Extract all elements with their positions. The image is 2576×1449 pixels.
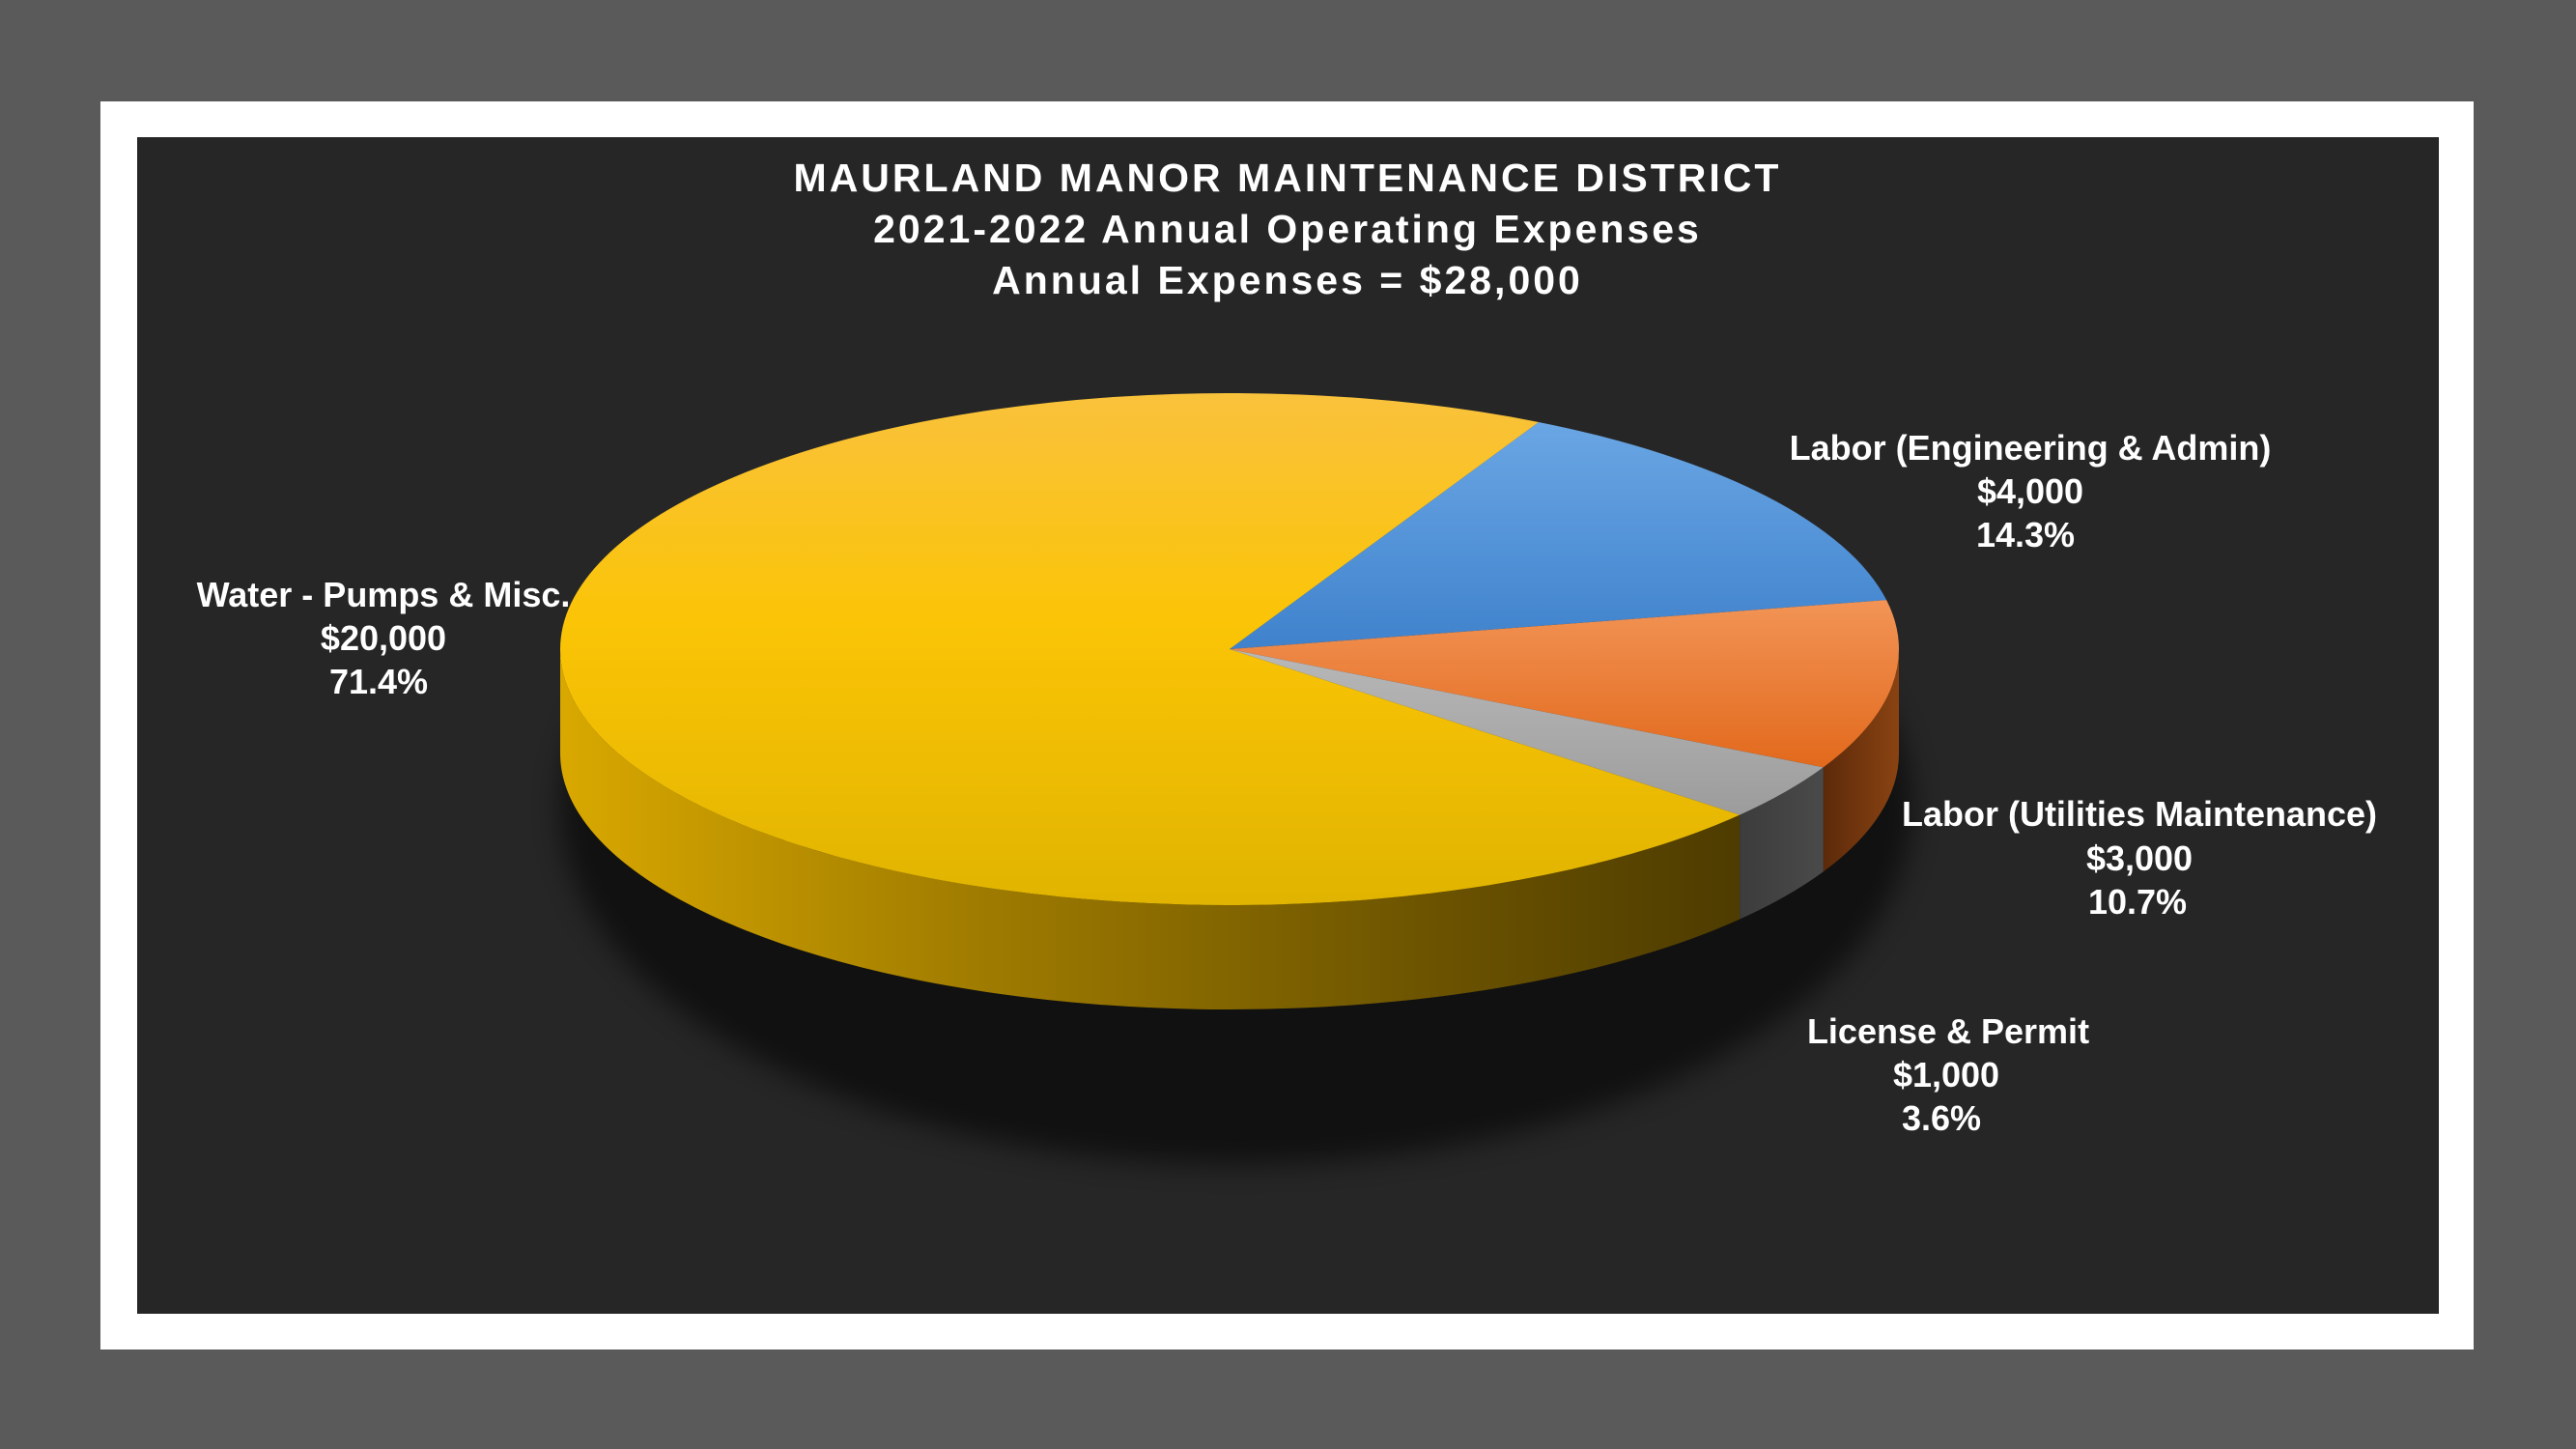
pie-tops [560, 392, 1900, 905]
pie-slice-labor-engineering [1230, 421, 1887, 649]
chart-title-line-1: MAURLAND MANOR MAINTENANCE DISTRICT [794, 156, 1782, 200]
pie-slice-water-pumps [560, 392, 1741, 905]
pie-side-labor-utilities [1823, 649, 1899, 872]
chart-title: MAURLAND MANOR MAINTENANCE DISTRICT 2021… [794, 156, 1782, 302]
slice-percent: 71.4% [329, 662, 428, 701]
data-label-labor-engineering: Labor (Engineering & Admin) $4,000 14.3% [1790, 428, 2272, 554]
slice-value: $20,000 [321, 618, 446, 658]
pie-side-license-permit [1740, 767, 1824, 920]
chart-title-line-2: 2021-2022 Annual Operating Expenses [873, 207, 1702, 251]
slice-label: License & Permit [1807, 1011, 2089, 1051]
pie-slice-labor-utilities [1230, 600, 1900, 768]
slice-value: $4,000 [1977, 471, 2083, 511]
pie-sides [560, 649, 1899, 1009]
pie-slice-license-permit [1230, 649, 1824, 815]
slice-label: Labor (Utilities Maintenance) [1902, 794, 2377, 834]
slice-label: Labor (Engineering & Admin) [1790, 428, 2272, 468]
slice-value: $1,000 [1893, 1055, 1999, 1094]
slice-value: $3,000 [2086, 838, 2193, 878]
data-label-water-pumps: Water - Pumps & Misc. $20,000 71.4% [197, 575, 571, 701]
slice-label: Water - Pumps & Misc. [197, 575, 571, 614]
slice-percent: 3.6% [1902, 1098, 1981, 1138]
data-label-license-permit: License & Permit $1,000 3.6% [1807, 1011, 2089, 1138]
data-label-labor-utilities: Labor (Utilities Maintenance) $3,000 10.… [1902, 794, 2377, 922]
chart-title-line-3: Annual Expenses = $28,000 [992, 258, 1583, 302]
slice-percent: 14.3% [1976, 515, 2075, 554]
slice-percent: 10.7% [2088, 882, 2187, 922]
pie-side-water-pumps [560, 649, 1741, 1009]
